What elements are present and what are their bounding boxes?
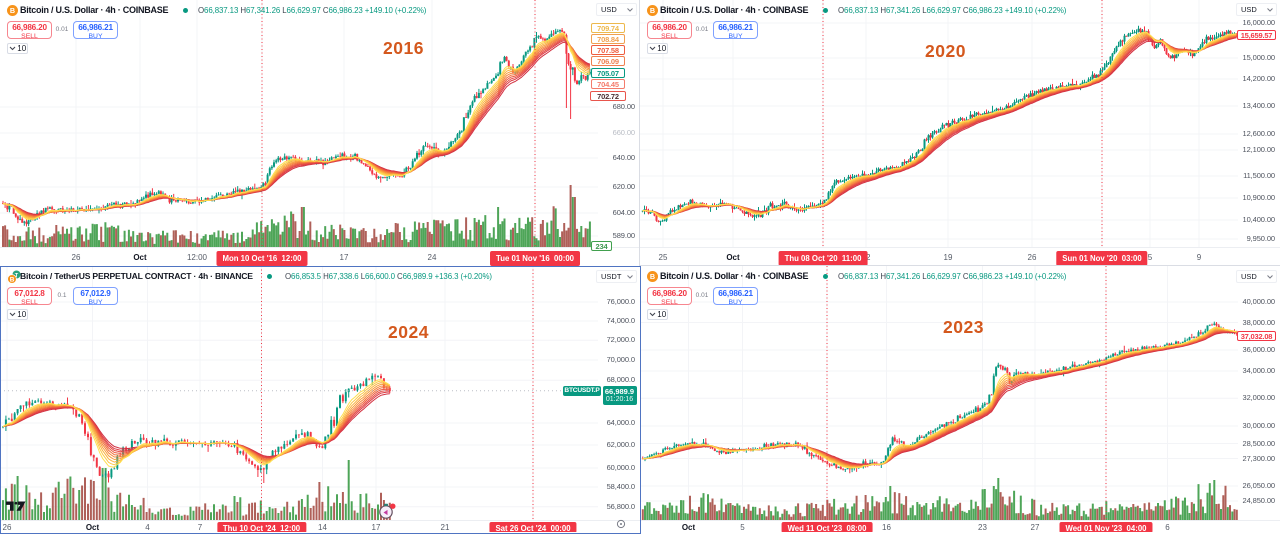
- svg-text:B: B: [10, 277, 15, 284]
- svg-text:B: B: [10, 6, 15, 15]
- svg-text:T: T: [15, 273, 19, 279]
- svg-text:B: B: [650, 272, 655, 281]
- svg-text:B: B: [650, 6, 655, 15]
